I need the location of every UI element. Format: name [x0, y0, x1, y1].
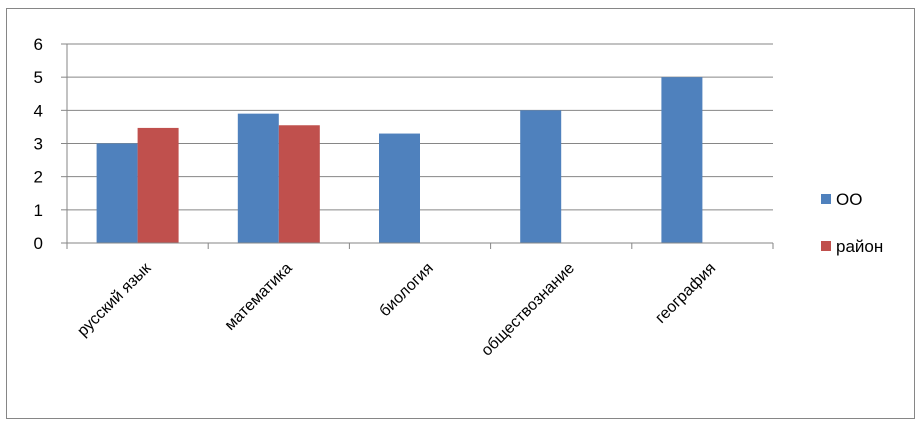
x-category-label: математика — [222, 260, 296, 334]
y-tick-label: 1 — [34, 201, 43, 220]
x-category-labels: русский язык математика биология обществозн… — [74, 259, 719, 359]
grid-lines — [67, 43, 773, 211]
bar-oo — [379, 133, 420, 243]
legend-swatch — [821, 241, 831, 251]
y-tick-label: 4 — [34, 101, 43, 120]
legend: ОО район — [821, 190, 883, 256]
y-tick-labels: 0 1 2 3 4 5 6 — [34, 35, 43, 253]
bar-oo — [520, 110, 562, 243]
y-tick-label: 5 — [34, 68, 43, 87]
y-tick-label: 0 — [34, 234, 43, 253]
legend-label: район — [836, 237, 883, 256]
bar-rayon — [278, 125, 320, 243]
y-tick-label: 2 — [34, 168, 43, 187]
y-tick-label: 6 — [34, 35, 43, 54]
bar-oo — [661, 77, 703, 244]
legend-label: ОО — [836, 190, 862, 209]
bar-oo — [96, 143, 138, 243]
x-category-label: география — [652, 260, 719, 327]
bar-oo — [237, 113, 279, 244]
x-category-label: биология — [376, 260, 436, 320]
legend-swatch — [821, 194, 831, 204]
bar-rayon — [137, 127, 179, 243]
x-category-label: обществознание — [478, 260, 578, 360]
axes — [61, 43, 774, 249]
y-tick-label: 3 — [34, 135, 43, 154]
bars — [96, 77, 703, 244]
x-category-label: русский язык — [74, 259, 155, 340]
